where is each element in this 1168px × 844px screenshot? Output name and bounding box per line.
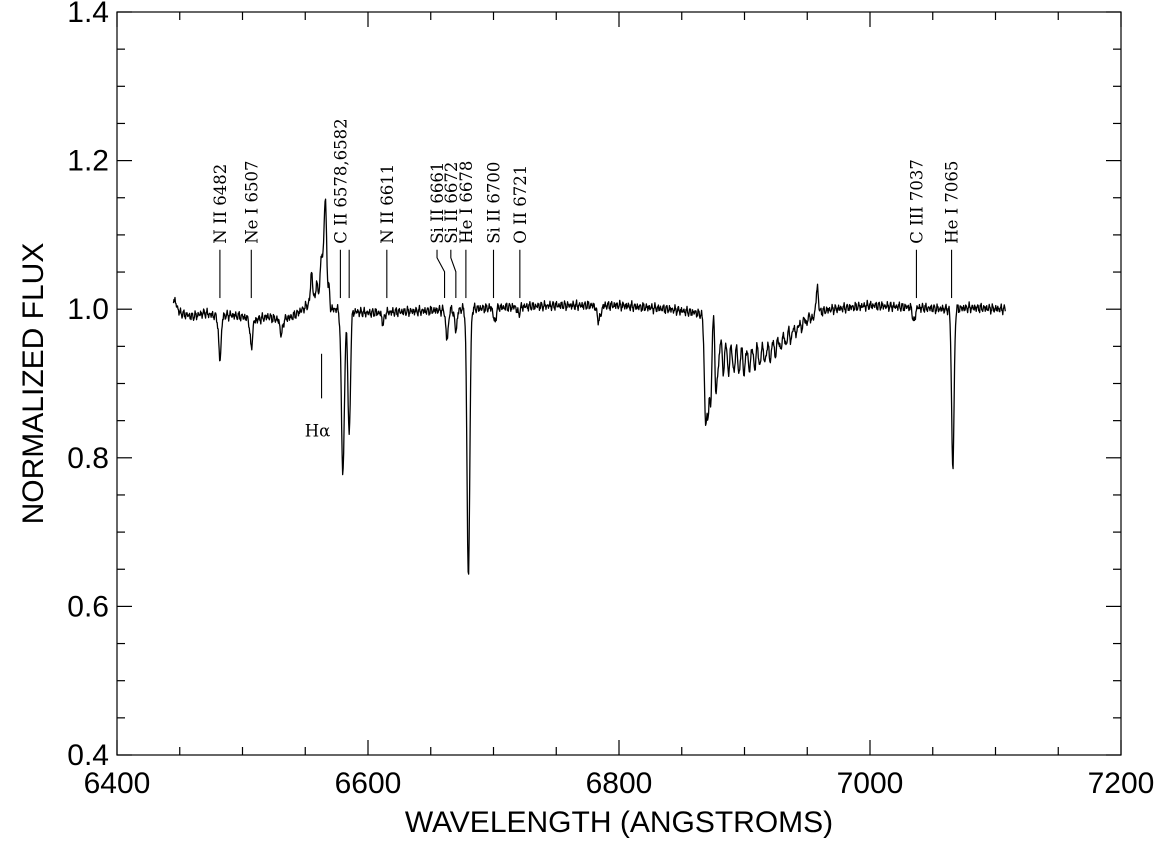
y-tick-label: 0.6 [67,590,109,623]
line-id-label: Si II 6661 [428,162,447,244]
y-tick-label: 0.4 [67,739,109,772]
line-id-label: He I 6678 [457,161,476,244]
line-id-label: N II 6611 [378,164,397,244]
plot-frame [116,11,1122,756]
line-id-tick [436,249,446,299]
line-id-label: Si II 6672 [442,162,461,244]
line-id-label: O II 6721 [511,165,530,244]
x-tick-label: 6800 [586,767,653,800]
spectrum-line [172,198,1006,575]
y-ticks: 0.4 0.6 0.8 1.0 1.2 1.4 [67,0,1121,772]
x-tick-label: 7200 [1088,767,1155,800]
x-ticks: 6400 6600 6800 7000 7200 [84,12,1155,800]
x-tick-label: 6400 [84,767,151,800]
y-axis-title: NORMALIZED FLUX [17,243,50,525]
line-id-markers: N II 6482 Ne I 6507 C II 6578,6582 N II 661… [211,118,962,440]
line-id-label: C III 7037 [907,159,926,244]
y-tick-label: 1.2 [67,145,109,178]
halpha-label: Hα [305,421,331,440]
line-id-label: C II 6578,6582 [331,118,350,243]
y-tick-label: 1.4 [67,0,109,29]
line-id-tick [450,249,457,299]
x-tick-label: 7000 [837,767,904,800]
x-axis-title: WAVELENGTH (ANGSTROMS) [405,806,833,839]
y-tick-label: 0.8 [67,442,109,475]
x-tick-label: 6600 [335,767,402,800]
line-id-label: Ne I 6507 [242,161,261,244]
line-id-label: N II 6482 [211,164,230,244]
y-tick-label: 1.0 [67,293,109,326]
line-id-label: He I 7065 [943,161,962,244]
line-id-label: Si II 6700 [485,162,504,244]
